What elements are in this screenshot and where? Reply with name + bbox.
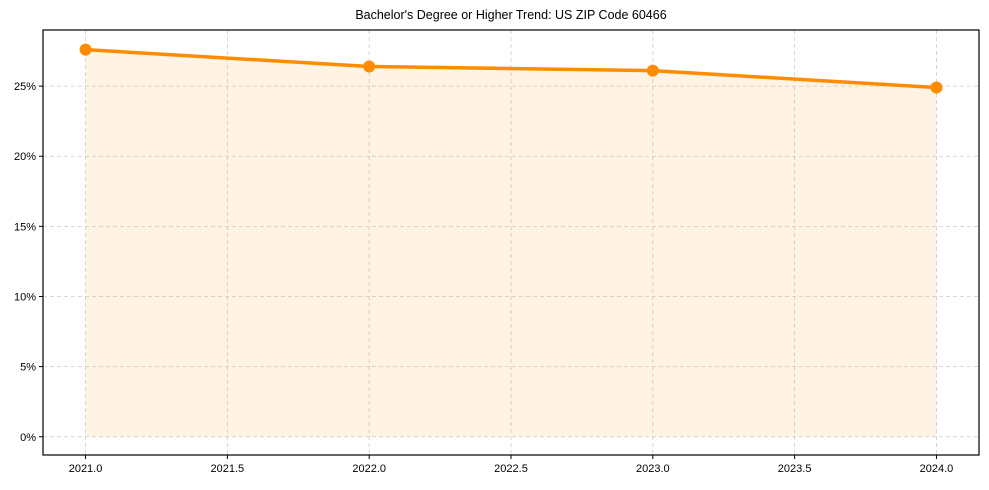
series-line [85,47,937,90]
x-tick-label: 2023.0 [636,463,670,475]
y-tick-label: 10% [14,292,36,304]
x-tick-label: 2021.5 [211,463,245,475]
plot-area [42,29,980,456]
data-point [363,60,376,73]
y-tick-label: 15% [14,221,36,233]
x-tick-label: 2023.5 [778,463,812,475]
x-tick-label: 2024.0 [920,463,954,475]
chart-title: Bachelor's Degree or Higher Trend: US ZI… [355,8,666,22]
data-point [646,64,659,77]
data-point [79,43,92,56]
y-tick-label: 25% [14,81,36,93]
data-markers [79,43,943,94]
area-fill [85,49,937,437]
y-tick-label: 0% [20,432,36,444]
grid-lines [43,30,979,455]
data-point [930,81,943,94]
x-axis: 2021.0 2021.5 2022.0 2022.5 2023.0 2023.5 2024… [69,455,954,475]
x-tick-label: 2022.5 [494,463,528,475]
y-tick-label: 20% [14,151,36,163]
y-tick-label: 5% [20,362,36,374]
y-axis: 0% 5% 10% 15% 20% 25% [14,81,43,444]
x-tick-label: 2021.0 [69,463,103,475]
x-tick-label: 2022.0 [352,463,386,475]
